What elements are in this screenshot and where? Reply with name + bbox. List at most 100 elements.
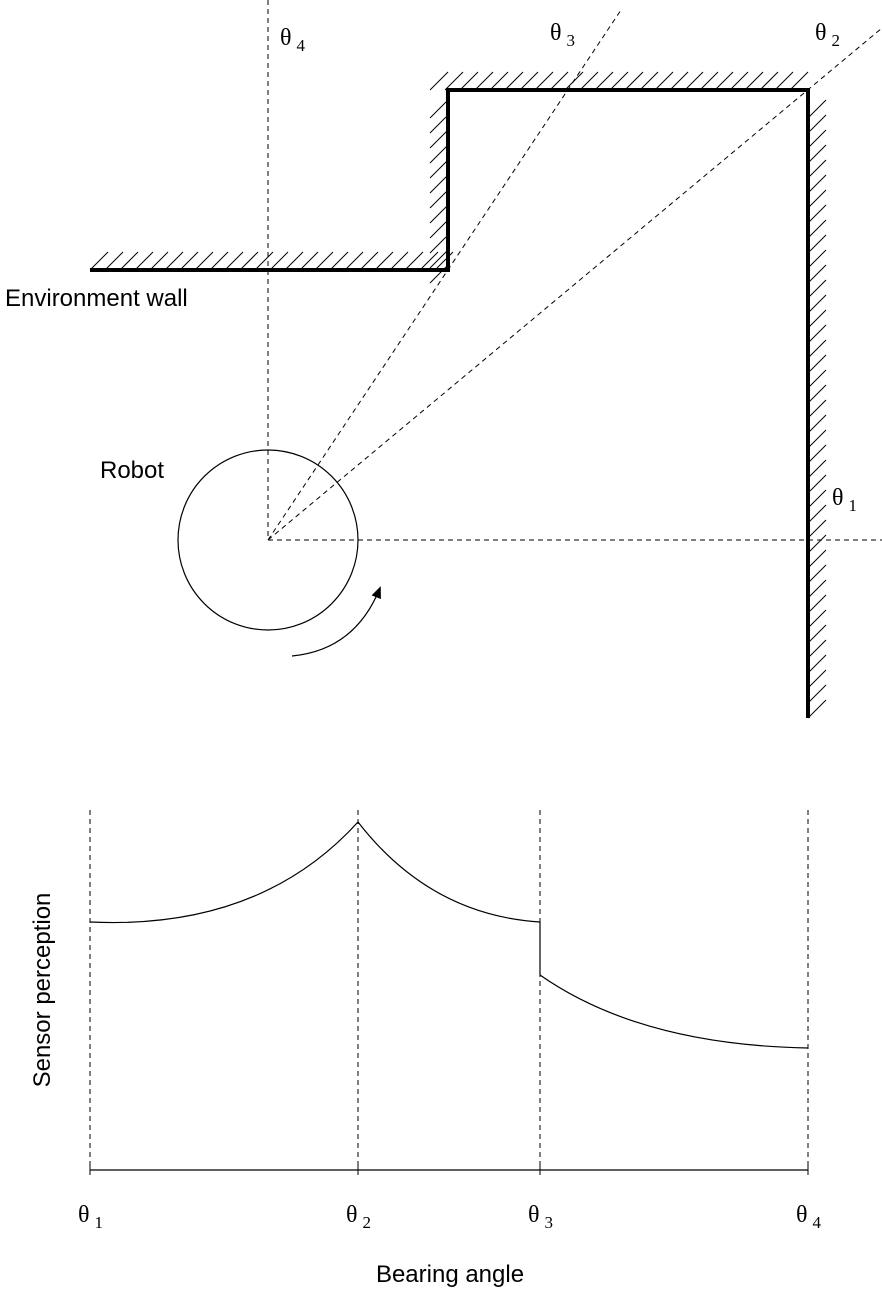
hatch-line <box>429 71 449 91</box>
hatch-line <box>807 594 827 614</box>
hatch-line <box>419 251 439 271</box>
hatch-line <box>429 114 449 134</box>
theta-symbol: θ <box>815 20 827 46</box>
theta-symbol: θ <box>832 485 844 511</box>
hatch-line <box>774 71 794 91</box>
hatch-line <box>807 534 827 554</box>
hatch-line <box>807 339 827 359</box>
hatch-line <box>807 564 827 584</box>
hatch-line <box>684 71 704 91</box>
theta-subscript: 2 <box>363 1213 372 1232</box>
hatch-line <box>807 489 827 509</box>
hatch-line <box>224 251 244 271</box>
robot <box>177 449 359 631</box>
wall <box>90 88 810 718</box>
theta-symbol: θ <box>78 1202 90 1228</box>
hatch-line <box>89 251 109 271</box>
hatch-line <box>807 189 827 209</box>
theta-subscript: 2 <box>832 31 841 50</box>
hatch-line <box>789 71 809 91</box>
hatch-line <box>609 71 629 91</box>
theta-symbol: θ <box>280 25 292 51</box>
hatch-line <box>429 144 449 164</box>
ray <box>267 9 622 541</box>
hatch-line <box>269 251 289 271</box>
hatch-line <box>134 251 154 271</box>
hatch-line <box>654 71 674 91</box>
theta-symbol: θ <box>346 1202 358 1228</box>
hatch-line <box>807 264 827 284</box>
hatch-line <box>807 654 827 674</box>
hatch-line <box>807 504 827 524</box>
hatch-line <box>807 414 827 434</box>
hatch-line <box>807 204 827 224</box>
hatch-line <box>459 71 479 91</box>
hatch-line <box>239 251 259 271</box>
hatch-line <box>429 99 449 119</box>
theta-symbol: θ <box>796 1202 808 1228</box>
y-label: Sensor perception <box>29 893 56 1088</box>
hatch-line <box>284 251 304 271</box>
hatch-line <box>807 444 827 464</box>
hatch-line <box>429 129 449 149</box>
hatch-line <box>807 324 827 344</box>
hatch-line <box>429 159 449 179</box>
hatch-line <box>714 71 734 91</box>
hatch-line <box>429 234 449 254</box>
hatch-line <box>807 699 827 719</box>
theta-symbol: θ <box>528 1202 540 1228</box>
hatch-line <box>807 234 827 254</box>
hatch-line <box>179 251 199 271</box>
hatch-line <box>807 669 827 689</box>
hatch-line <box>807 174 827 194</box>
hatch-line <box>429 249 449 269</box>
x-label: Bearing angle <box>376 1261 524 1288</box>
theta-symbol: θ <box>550 20 562 46</box>
hatch-line <box>299 251 319 271</box>
hatch-line <box>759 71 779 91</box>
hatch-line <box>807 219 827 239</box>
theta-subscript: 4 <box>813 1213 822 1232</box>
hatch-line <box>579 71 599 91</box>
hatch-line <box>807 459 827 479</box>
theta-subscript: 3 <box>567 31 576 50</box>
hatch-line <box>807 354 827 374</box>
hatch-line <box>639 71 659 91</box>
hatch-line <box>807 369 827 389</box>
theta-subscript: 3 <box>545 1213 554 1232</box>
ray <box>267 27 882 541</box>
hatch-line <box>429 174 449 194</box>
hatch-line <box>807 294 827 314</box>
hatch-line <box>744 71 764 91</box>
hatch-line <box>344 251 364 271</box>
hatch-line <box>807 114 827 134</box>
hatch-line <box>314 251 334 271</box>
hatch-line <box>119 251 139 271</box>
hatch-line <box>807 399 827 419</box>
hatch-line <box>807 684 827 704</box>
hatch-line <box>624 71 644 91</box>
theta-subscript: 4 <box>297 36 306 55</box>
hatch-line <box>807 579 827 599</box>
hatch-line <box>429 204 449 224</box>
hatch-line <box>519 71 539 91</box>
hatch-line <box>374 251 394 271</box>
hatch-line <box>329 251 349 271</box>
hatch-line <box>489 71 509 91</box>
hatch-line <box>807 549 827 569</box>
hatch-line <box>807 429 827 449</box>
hatch-line <box>807 519 827 539</box>
hatch-line <box>807 609 827 629</box>
theta-subscript: 1 <box>849 496 858 515</box>
hatch-line <box>389 251 409 271</box>
hatch-line <box>807 309 827 329</box>
hatch-line <box>504 71 524 91</box>
hatch-line <box>149 251 169 271</box>
robot-label: Robot <box>100 457 164 484</box>
